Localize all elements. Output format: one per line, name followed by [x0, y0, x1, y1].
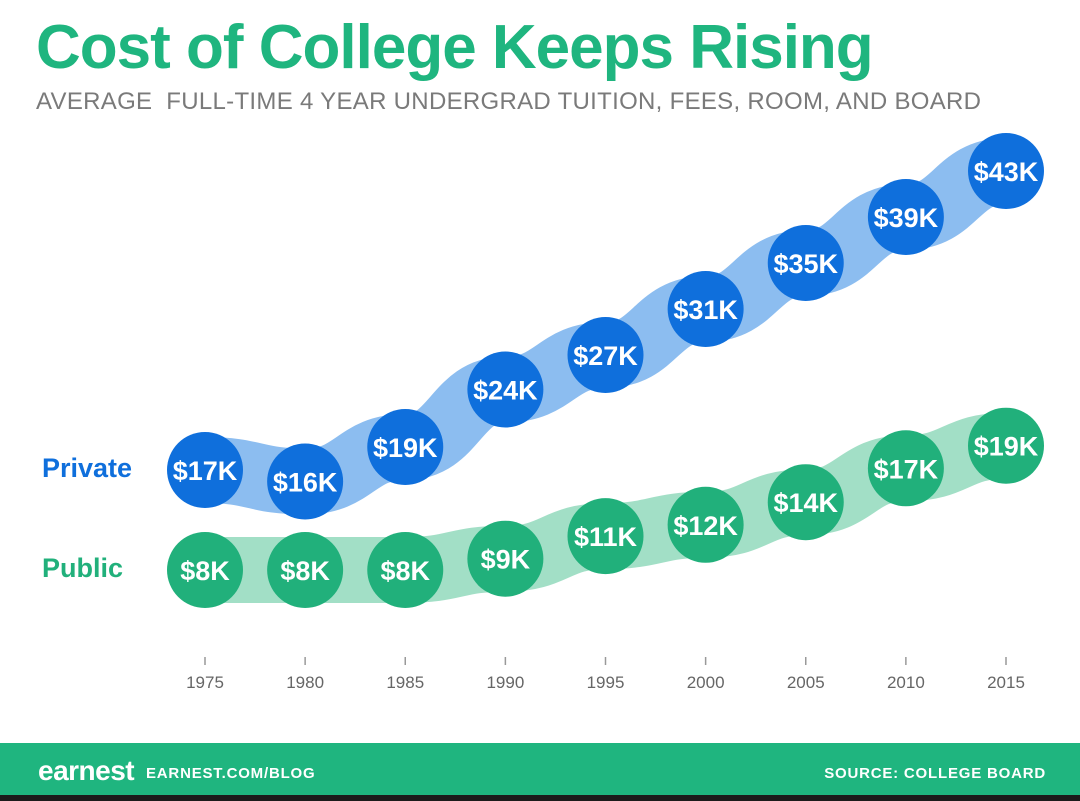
chart-area: $17K $16K $19K $24K $27K $31K $35K $39K $43K $8K $…	[167, 133, 1044, 692]
earnest-logo[interactable]: earnest	[38, 755, 135, 786]
bottom-strip	[0, 795, 1080, 801]
chart-subtitle: AVERAGE FULL-TIME 4 YEAR UNDERGRAD TUITI…	[36, 88, 982, 115]
data-point-public-2015	[968, 407, 1044, 484]
data-point-private-1980	[267, 443, 344, 520]
data-point-public-1985	[367, 532, 444, 608]
data-point-private-1995	[567, 317, 644, 393]
data-point-private-2000	[667, 271, 744, 347]
data-label-public-1990: $9K	[481, 545, 531, 575]
data-point-private-1975	[167, 432, 243, 508]
data-point-private-1985	[367, 409, 444, 485]
data-label-public-2015: $19K	[974, 432, 1039, 462]
series-label-public: Public	[42, 553, 124, 583]
x-tick-label-1975: 1975	[186, 673, 224, 692]
x-tick-label-1980: 1980	[286, 673, 324, 692]
footer-source: SOURCE: COLLEGE BOARD	[824, 765, 1046, 782]
data-point-public-1990	[467, 520, 544, 597]
x-tick-label-1990: 1990	[486, 673, 524, 692]
data-label-public-1980: $8K	[280, 556, 330, 586]
series-label-private: Private	[42, 453, 133, 483]
data-point-public-2010	[867, 430, 944, 507]
data-label-public-2000: $12K	[673, 511, 738, 541]
x-tick-label-2010: 2010	[887, 673, 925, 692]
x-tick-label-1995: 1995	[587, 673, 625, 692]
data-point-private-2015	[968, 133, 1044, 209]
data-label-public-1985: $8K	[380, 556, 430, 586]
data-label-public-2005: $14K	[773, 488, 838, 518]
data-label-private-1975: $17K	[173, 456, 238, 486]
data-point-private-2010	[867, 179, 944, 255]
data-point-private-1990	[467, 351, 544, 428]
data-point-private-2005	[767, 225, 844, 301]
data-label-private-1980: $16K	[273, 468, 338, 498]
data-label-private-1990: $24K	[473, 376, 538, 406]
data-label-private-1985: $19K	[373, 433, 438, 463]
data-point-public-2005	[767, 464, 844, 541]
data-label-public-2010: $17K	[874, 454, 939, 484]
x-tick-label-1985: 1985	[386, 673, 424, 692]
data-label-private-1995: $27K	[573, 341, 638, 371]
data-point-public-2000	[667, 486, 744, 563]
data-point-public-1995	[567, 498, 644, 575]
x-tick-label-2015: 2015	[987, 673, 1025, 692]
data-label-public-1975: $8K	[180, 556, 230, 586]
footer-site-link[interactable]: EARNEST.COM/BLOG	[146, 765, 316, 782]
chart-title: Cost of College Keeps Rising	[36, 13, 874, 82]
x-tick-label-2000: 2000	[687, 673, 725, 692]
data-label-private-2010: $39K	[874, 203, 939, 233]
x-tick-label-2005: 2005	[787, 673, 825, 692]
data-label-public-1995: $11K	[574, 522, 638, 552]
data-point-public-1975	[167, 532, 243, 608]
data-label-private-2005: $35K	[773, 249, 838, 279]
data-label-private-2000: $31K	[673, 295, 738, 325]
footer-bar: earnest EARNEST.COM/BLOG SOURCE: COLLEGE…	[0, 743, 1080, 801]
data-label-private-2015: $43K	[974, 157, 1039, 187]
data-point-public-1980	[267, 532, 344, 608]
